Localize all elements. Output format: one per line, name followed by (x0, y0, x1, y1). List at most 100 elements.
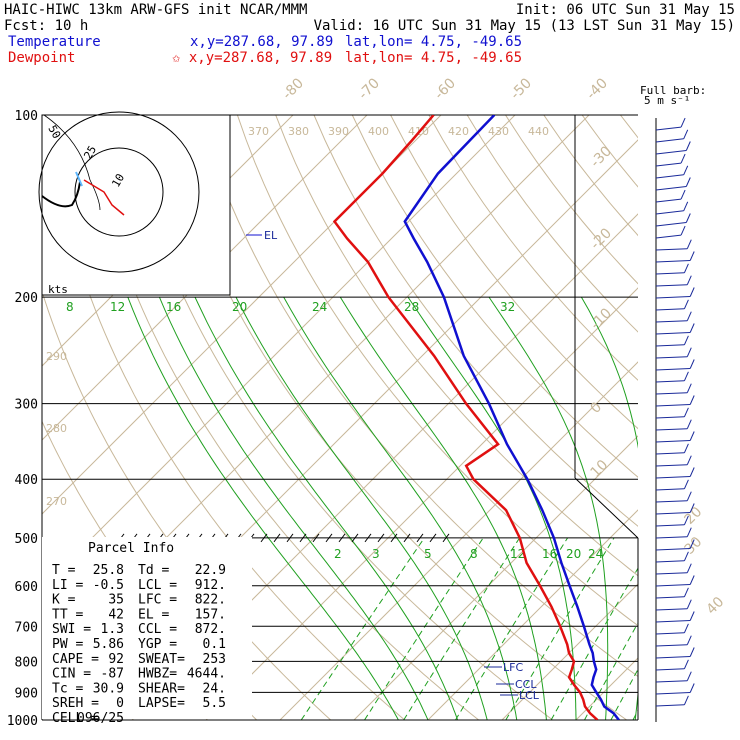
temperature-trace (403, 115, 620, 720)
wind-barb-flag (680, 117, 686, 128)
isotherm-label: -20 (588, 225, 615, 252)
wind-barb (655, 150, 687, 155)
wind-barb (655, 704, 685, 707)
sounding-traces (332, 115, 620, 720)
pressure-tick-label: 100 (15, 109, 38, 124)
wind-barb-flag (686, 311, 692, 321)
parcel-info-cell: 157. (195, 607, 226, 622)
dewpoint-latlon: lat,lon= 4.75, -49.65 (345, 50, 522, 66)
hodograph-units: kts (48, 283, 68, 296)
pressure-tick-label: 900 (15, 686, 38, 701)
parcel-info-cell: 0.1 (203, 637, 226, 652)
temperature-legend: Temperature (8, 34, 101, 50)
el-label: EL (264, 229, 278, 242)
wind-barb-flag (683, 201, 689, 212)
wind-barb (655, 608, 688, 611)
wind-barb-flag (686, 383, 692, 393)
theta-label: 430 (488, 125, 509, 138)
parcel-info-cell: SWEAT= (138, 652, 185, 667)
isotherm-line (42, 115, 368, 441)
theta-label: 440 (528, 125, 549, 138)
parcel-info-cell: 1.3 (101, 622, 124, 637)
mixing-ratio-label: 24 (312, 300, 327, 314)
wind-barb-flag (686, 635, 692, 645)
valid-time: Valid: 16 UTC Sun 31 May 15 (13 LST Sun … (314, 18, 735, 34)
wind-barb (655, 560, 685, 563)
hatch-mark (325, 533, 333, 543)
parcel-info-cell: CIN = (52, 667, 91, 682)
wind-barb (655, 296, 691, 299)
wind-barb-flag (689, 611, 695, 621)
theta-label: 280 (46, 422, 67, 435)
parcel-info-cell: Td = (138, 563, 169, 578)
model-title: HAIC-HIWC 13km ARW-GFS init NCAR/MMM (4, 2, 307, 18)
moist-adiabat (488, 296, 609, 720)
wind-barb-flag (689, 575, 695, 585)
dry-adiabat (428, 115, 638, 381)
isotherm-label: 30 (682, 534, 706, 558)
wind-barb-flag (683, 371, 689, 382)
wind-barb-flag (689, 395, 695, 405)
wind-barb-flag (680, 189, 686, 200)
isotherm-line (724, 115, 740, 720)
wind-barb-flag (689, 467, 695, 477)
wind-barb (655, 162, 682, 167)
dewpoint-trace (332, 115, 599, 720)
parcel-info-cell: 096/25 (77, 711, 124, 726)
parcel-info-cell: T = (52, 563, 76, 578)
hatch-mark (403, 533, 411, 543)
wind-barb (655, 198, 682, 203)
hatch-mark (377, 533, 385, 543)
theta-label: 390 (328, 125, 349, 138)
hatch-mark (286, 533, 294, 543)
parcel-info-cell: 0 (116, 696, 124, 711)
wind-barb-flag (685, 141, 691, 151)
wind-barb-flag (686, 671, 692, 681)
wind-barb (655, 416, 685, 419)
isotherm-label: -50 (508, 75, 535, 102)
wind-barb (655, 524, 685, 527)
hodograph-inner-label: 10 (109, 172, 127, 190)
wind-barb (655, 644, 688, 647)
isotherm-line (353, 435, 638, 720)
parcel-info-cell: YGP = (138, 637, 177, 652)
wind-barb-flag (683, 515, 689, 526)
parcel-info-cell: CAPE = (52, 652, 99, 667)
hatch-mark (299, 533, 307, 543)
wind-barb-flag (683, 587, 689, 598)
wind-barb-flag (683, 551, 689, 562)
wind-barb (655, 680, 688, 683)
barb-legend-units: 5 m s⁻¹ (644, 94, 690, 107)
parcel-info-cell: SHEAR= (138, 681, 185, 696)
temperature-latlon: lat,lon= 4.75, -49.65 (345, 34, 522, 50)
moist-adiabat (235, 296, 488, 720)
mixing-ratio-label: 12 (110, 300, 125, 314)
wind-barb-flag (686, 239, 692, 249)
pressure-tick-label: 600 (15, 580, 38, 595)
parcel-info-cell: CCL = (138, 622, 177, 637)
wind-barb (655, 260, 691, 263)
wind-barb (655, 234, 682, 239)
theta-label: 270 (46, 495, 67, 508)
wind-barb (655, 488, 685, 491)
dry-adiabat (390, 115, 638, 430)
wind-barb-flag (683, 407, 689, 418)
parcel-info-cell: 24. (203, 681, 226, 696)
hodograph-outer-ring (38, 111, 200, 273)
wind-barb-flag (683, 479, 689, 490)
wind-barb-flag (683, 623, 689, 634)
wind-barb-flag (686, 347, 692, 357)
wind-barb (655, 476, 691, 479)
hodograph-trace-red (83, 179, 125, 216)
parcel-info-cell: 872. (195, 622, 226, 637)
parcel-info-cell: SREH = (52, 696, 99, 711)
mixing-ratio-label: 16 (542, 547, 557, 561)
dry-adiabat (83, 115, 480, 720)
mixing-ratio-label: 8 (470, 547, 478, 561)
isotherm-label: -70 (356, 75, 383, 102)
theta-label: 420 (448, 125, 469, 138)
hodograph-trace-black (41, 181, 81, 208)
wind-barb (655, 138, 684, 143)
hodograph-frame (41, 114, 231, 296)
pressure-tick-label: 1000 (7, 714, 38, 729)
